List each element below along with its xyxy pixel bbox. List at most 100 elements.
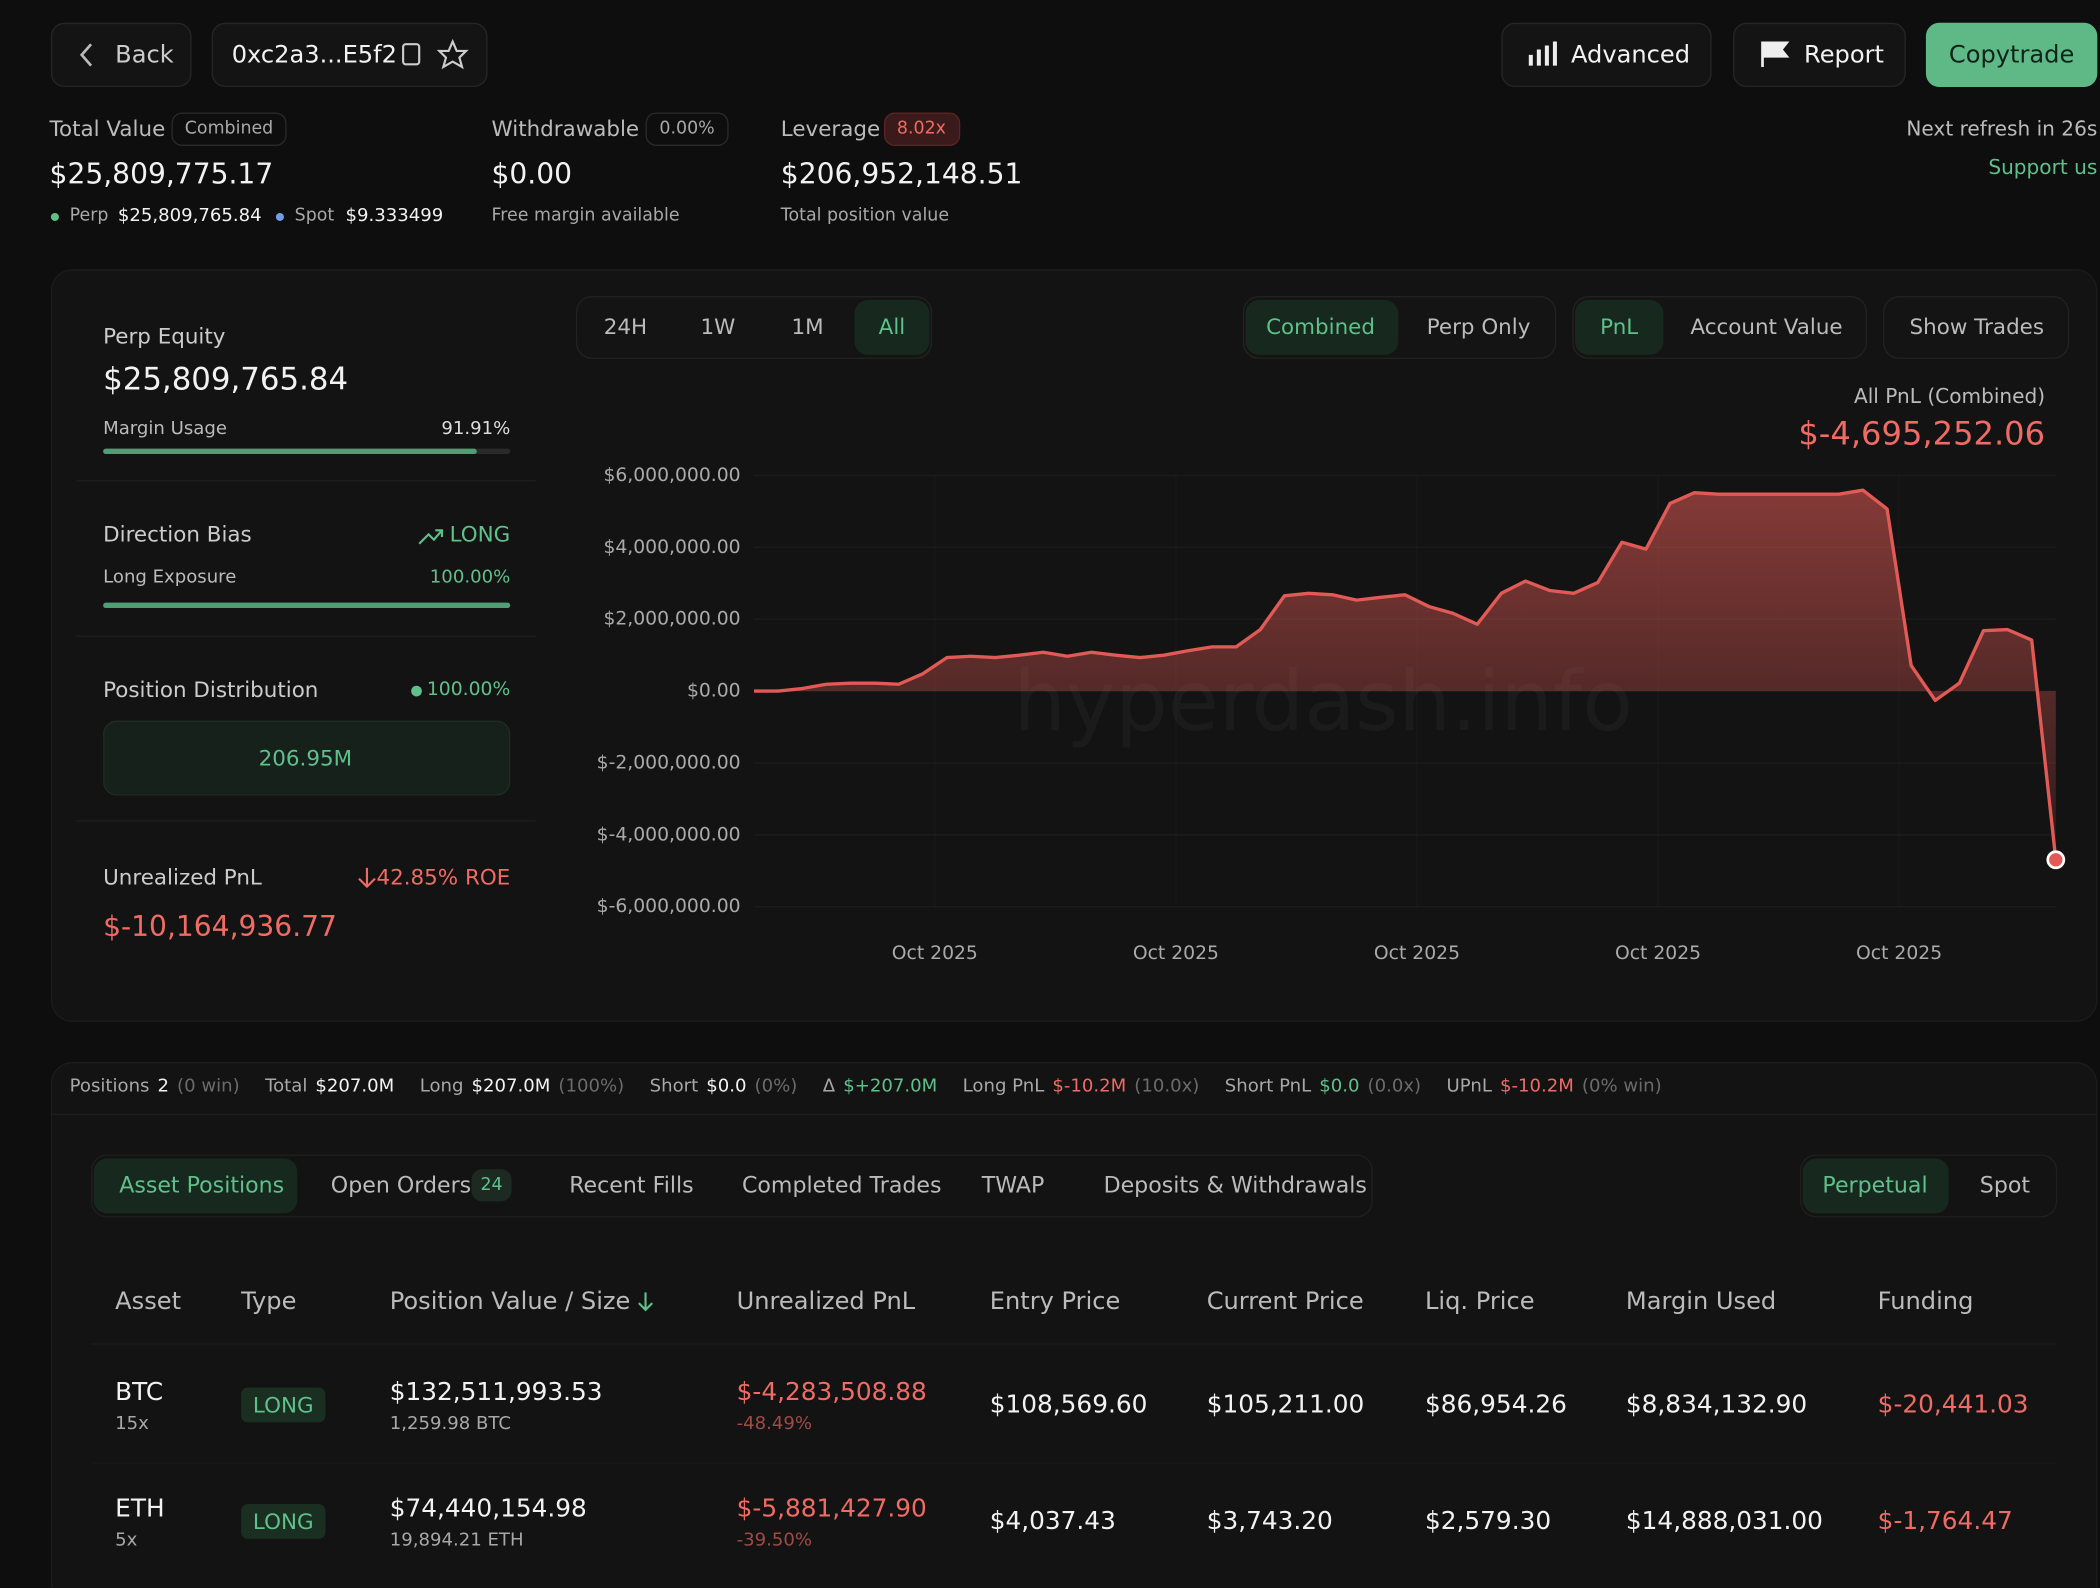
copy-icon[interactable] — [402, 43, 421, 66]
range-button[interactable]: 24H — [603, 314, 648, 340]
advanced-button[interactable] — [1501, 22, 1712, 88]
type: LONG — [252, 1392, 314, 1418]
perp-equity-value: $25,809,765.84 — [103, 362, 349, 398]
market-tab[interactable]: Perpetual — [1822, 1172, 1928, 1198]
type-badge — [241, 1387, 326, 1423]
summary-item: Positions 2 (0 win) — [70, 1075, 240, 1096]
x-tick-label: Oct 2025 — [1374, 943, 1460, 964]
column-header[interactable]: Position Value / Size — [389, 1287, 631, 1316]
summary-item: Short PnL $0.0 (0.0x) — [1225, 1075, 1421, 1096]
count-badge-text: 24 — [480, 1175, 503, 1196]
funding: $-20,441.03 — [1877, 1390, 2029, 1419]
metric-button[interactable]: Account Value — [1690, 314, 1843, 340]
sort-icon[interactable] — [638, 1292, 653, 1312]
perp-label: Perp — [69, 205, 109, 226]
size: 1,259.98 BTC — [389, 1412, 512, 1435]
badge-text: 8.02x — [896, 118, 946, 139]
summary-value: $207.0M — [315, 1075, 395, 1097]
distribution-block — [103, 720, 511, 796]
total-value-label: Total Value — [49, 115, 166, 142]
range-button[interactable]: 1W — [700, 314, 736, 340]
market-tab[interactable]: Spot — [1979, 1172, 2031, 1198]
perp-value: $25,809,765.84 — [117, 204, 262, 227]
badge — [171, 112, 287, 146]
back-label: Back — [115, 40, 174, 69]
unrealized-pnl-value: $-10,164,936.77 — [103, 910, 337, 943]
column-header: Type — [241, 1287, 297, 1316]
y-tick-label: $4,000,000.00 — [603, 537, 740, 558]
column-header: Liq. Price — [1425, 1287, 1535, 1316]
tab[interactable]: TWAP — [981, 1172, 1045, 1198]
funding: $-1,764.47 — [1877, 1507, 2013, 1536]
tab[interactable]: Recent Fills — [569, 1172, 694, 1198]
summary-item: Long PnL $-10.2M (10.0x) — [963, 1075, 1200, 1096]
y-tick-label: $0.00 — [687, 681, 741, 702]
mode-button[interactable]: Combined — [1266, 314, 1375, 340]
report-label[interactable]: Report — [1804, 40, 1884, 69]
tab[interactable]: Asset Positions — [119, 1172, 285, 1198]
x-tick-label: Oct 2025 — [1856, 943, 1942, 964]
summary-label: Positions — [69, 1075, 150, 1097]
side-dividers — [76, 480, 536, 822]
line — [754, 488, 2058, 861]
column-header: Unrealized PnL — [736, 1287, 916, 1316]
star-icon[interactable] — [436, 38, 469, 70]
y-tick-label: $-2,000,000.00 — [597, 752, 741, 773]
column-header: Current Price — [1206, 1287, 1364, 1316]
positions-panel — [50, 1062, 2098, 1588]
positions-summary: Positions 2 (0 win) Total $207.0M Long $207.0M… — [70, 1075, 1662, 1096]
active-pill — [1245, 300, 1399, 355]
summary-item: Total $207.0M — [265, 1075, 394, 1096]
distribution-block-label: 206.95M — [258, 745, 353, 771]
support-link[interactable]: Support us — [1988, 155, 2098, 180]
long-exposure-value: 100.00% — [429, 566, 511, 588]
active-pill — [1802, 1158, 1949, 1214]
chart-title: All PnL (Combined) — [1853, 384, 2046, 409]
margin-used: $8,834,132.90 — [1625, 1390, 1808, 1419]
range-button[interactable]: 1M — [791, 314, 824, 340]
range-button[interactable]: All — [878, 314, 906, 340]
column-header: Funding — [1877, 1287, 1974, 1316]
summary-label: Short PnL — [1224, 1075, 1312, 1097]
summary-value: $0.0 — [706, 1075, 747, 1097]
type: LONG — [252, 1508, 314, 1535]
column-header: Entry Price — [989, 1287, 1121, 1316]
back-button[interactable] — [50, 22, 192, 88]
area — [754, 490, 2056, 860]
position-value: $132,511,993.53 — [389, 1378, 603, 1407]
position-distribution-label: Position Distribution — [103, 677, 319, 703]
summary-item: Short $0.0 (0%) — [650, 1075, 798, 1096]
advanced-icon — [1528, 41, 1557, 66]
advanced-label[interactable]: Advanced — [1570, 40, 1691, 69]
summary-value: $+207.0M — [843, 1075, 938, 1097]
tab[interactable]: Open Orders — [330, 1172, 472, 1198]
summary-label: UPnL — [1446, 1075, 1492, 1097]
summary-note: (0 win) — [177, 1075, 240, 1097]
mode-button[interactable]: Perp Only — [1426, 314, 1531, 340]
spot-value: $9.333499 — [345, 204, 444, 227]
summary-note: (0% win) — [1581, 1075, 1662, 1097]
show-trades-button[interactable]: Show Trades — [1909, 314, 2045, 340]
current-price: $3,743.20 — [1206, 1507, 1333, 1536]
liq-price: $86,954.26 — [1425, 1390, 1567, 1419]
summary-item: Δ $+207.0M — [823, 1075, 937, 1096]
direction-bias-label: Direction Bias — [103, 521, 252, 548]
margin-usage-value: 91.91% — [441, 417, 511, 440]
tab[interactable]: Completed Trades — [741, 1172, 942, 1198]
copytrade-label[interactable]: Copytrade — [1948, 40, 2075, 69]
y-tick-label: $2,000,000.00 — [603, 609, 740, 630]
back-icon — [79, 43, 93, 67]
summary-label: Long PnL — [962, 1075, 1045, 1097]
summary-item: UPnL $-10.2M (0% win) — [1447, 1075, 1662, 1096]
x-tick-label: Oct 2025 — [892, 943, 978, 964]
metric-button[interactable]: PnL — [1600, 314, 1639, 340]
summary-value: 2 — [157, 1075, 170, 1097]
leverage: 15x — [115, 1412, 149, 1435]
tab[interactable]: Deposits & Withdrawals — [1103, 1172, 1367, 1198]
active-pill — [93, 1158, 298, 1214]
x-tick-label: Oct 2025 — [1133, 943, 1219, 964]
copytrade-button[interactable] — [1925, 22, 2098, 88]
